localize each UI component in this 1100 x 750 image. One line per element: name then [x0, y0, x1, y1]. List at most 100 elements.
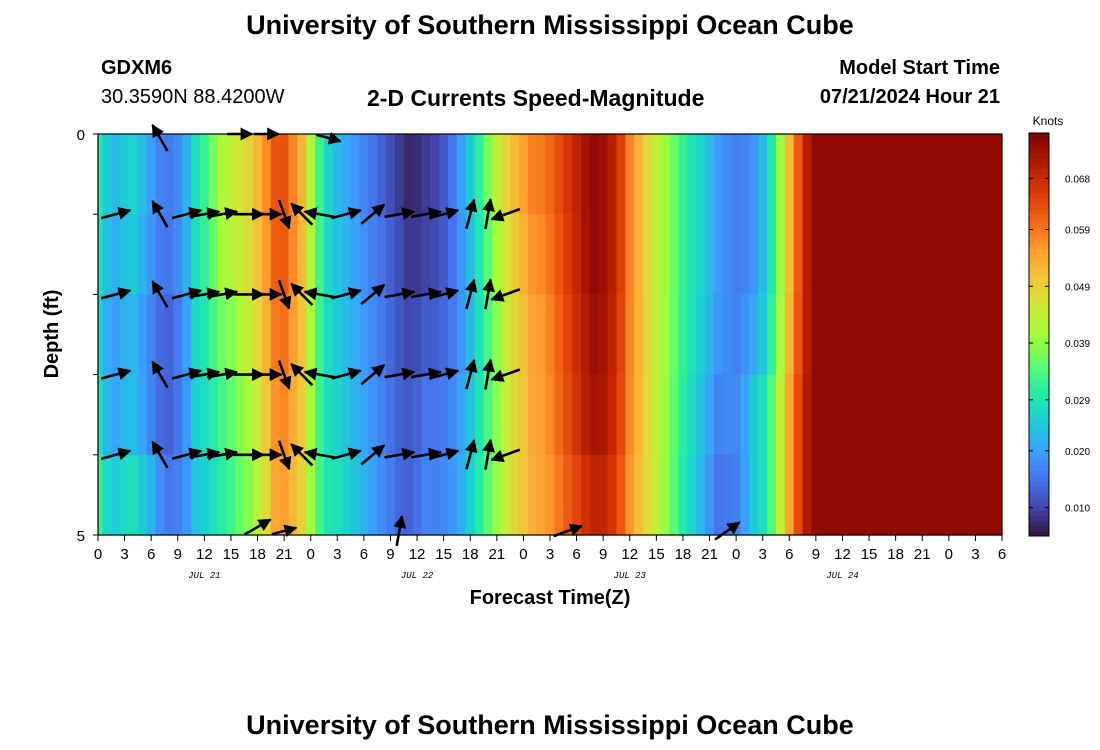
colorbar-segment: [1029, 324, 1049, 330]
heatmap-cell: [315, 454, 325, 536]
heatmap-cell: [625, 294, 635, 376]
x-tick-label: 18: [249, 546, 266, 563]
heatmap-cell: [368, 214, 378, 295]
heatmap-cell: [598, 454, 609, 536]
heatmap-cell: [102, 294, 112, 376]
heatmap-cell: [199, 214, 210, 295]
colorbar-segment: [1029, 349, 1049, 356]
heatmap-cell: [315, 134, 325, 215]
current-vector-arrow: [464, 278, 478, 310]
heatmap-cell: [492, 454, 502, 536]
heatmap-cell: [784, 374, 795, 456]
heatmap-cell: [199, 294, 210, 376]
heatmap-cell: [607, 374, 618, 456]
heatmap-cell: [634, 134, 644, 215]
colorbar: 0.010 0.020 0.029 0.039 0.049 0.059 0.068: [1028, 132, 1090, 537]
heatmap-cell: [226, 214, 236, 295]
heatmap-cell: [261, 294, 272, 376]
heatmap-cell: [394, 214, 405, 295]
heatmap-cell: [324, 454, 334, 536]
heatmap-cell: [678, 374, 688, 456]
heatmap-cell: [430, 214, 440, 295]
heatmap-cell: [244, 374, 254, 456]
heatmap-cell: [510, 374, 520, 456]
heatmap-cell: [164, 214, 174, 295]
heatmap-cell: [412, 454, 423, 536]
heatmap-cell: [208, 374, 219, 456]
heatmap-cell: [439, 294, 449, 376]
current-vector-arrow: [490, 448, 521, 463]
heatmap-cell: [403, 374, 414, 456]
heatmap-cell: [820, 134, 1002, 215]
heatmap-cell: [660, 374, 671, 456]
heatmap-cell: [386, 214, 396, 295]
current-vector-arrow: [189, 287, 221, 301]
heatmap-cell: [111, 454, 121, 536]
current-vector-arrow: [290, 443, 314, 467]
heatmap-cell: [324, 374, 334, 456]
heatmap-cell: [545, 294, 556, 376]
heatmap-cell: [146, 454, 157, 536]
current-vector-arrow: [428, 207, 460, 220]
heatmap-cell: [563, 454, 573, 536]
colorbar-segment: [1029, 299, 1049, 305]
heatmap-cell: [306, 374, 316, 456]
heatmap-cell: [749, 374, 759, 456]
heatmap-cell: [767, 214, 777, 295]
x-tick-label: 18: [462, 546, 479, 563]
colorbar-segment: [1029, 329, 1049, 335]
colorbar-segment: [1029, 515, 1049, 522]
colorbar-tick-label: 0.059: [1065, 225, 1090, 236]
colorbar-segment: [1029, 213, 1049, 220]
colorbar-segment: [1029, 163, 1049, 169]
heatmap-cell: [536, 454, 547, 536]
heatmap-cell: [226, 374, 236, 456]
heatmap-cell: [182, 294, 192, 376]
heatmap-cell: [368, 374, 378, 456]
current-vector-arrow: [271, 524, 298, 538]
heatmap-cell: [740, 454, 751, 536]
heatmap-cell: [536, 214, 547, 295]
colorbar-segment: [1029, 314, 1049, 320]
x-tick-label: 6: [572, 546, 580, 563]
current-vector-arrow: [290, 363, 314, 387]
x-axis-label: Forecast Time(Z): [470, 587, 631, 609]
current-vector-arrow: [490, 288, 521, 302]
heatmap-cell: [191, 134, 201, 215]
heatmap-cell: [563, 294, 573, 376]
colorbar-segment: [1029, 450, 1049, 456]
heatmap-cell: [164, 454, 174, 536]
heatmap-cell: [226, 454, 236, 536]
current-vector-arrow: [360, 444, 386, 466]
heatmap-cell: [607, 294, 618, 376]
heatmap-cell: [359, 374, 369, 456]
heatmap-cell: [306, 294, 316, 376]
heatmap-cell: [270, 454, 281, 536]
heatmap-cell: [235, 214, 245, 295]
heatmap-cell: [253, 454, 263, 536]
heatmap-cell: [244, 214, 254, 295]
heatmap-cell: [244, 294, 254, 376]
heatmap-cell: [368, 134, 378, 215]
heatmap-cell: [386, 454, 396, 536]
heatmap-cell: [146, 134, 157, 215]
heatmap-cell: [394, 374, 405, 456]
heatmap-cell: [102, 134, 112, 215]
heatmap-cell: [616, 374, 626, 456]
x-tick-label: 9: [386, 546, 394, 563]
colorbar-segment: [1029, 354, 1049, 361]
heatmap-cell: [581, 294, 591, 376]
heatmap-cell: [776, 454, 786, 536]
date-label: JUL 22: [401, 571, 434, 581]
current-vector-arrow: [303, 367, 335, 381]
heatmap-cell: [465, 134, 476, 215]
heatmap-cell: [625, 134, 635, 215]
heatmap-cell: [98, 294, 104, 376]
heatmap-cell: [182, 454, 192, 536]
colorbar-tick-label: 0.068: [1065, 174, 1090, 185]
heatmap-cell: [598, 294, 609, 376]
x-tick-label: 9: [174, 546, 182, 563]
y-tick-label: 0: [77, 127, 85, 144]
heatmap-cell: [634, 214, 644, 295]
heatmap-cell: [421, 294, 431, 376]
